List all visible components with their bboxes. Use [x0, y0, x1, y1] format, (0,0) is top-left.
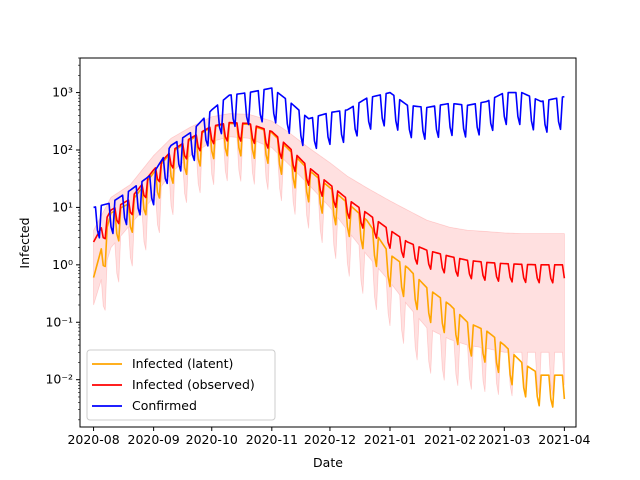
x-tick-label: 2020-09	[128, 432, 180, 447]
x-tick-label: 2021-03	[478, 432, 530, 447]
x-tick-label: 2021-04	[538, 432, 590, 447]
x-tick-label: 2020-10	[186, 432, 238, 447]
confirmed-line	[93, 87, 565, 239]
x-tick-label: 2021-02	[424, 432, 476, 447]
y-tick-label: 10⁻¹	[45, 314, 73, 329]
x-tick-label: 2021-01	[364, 432, 416, 447]
y-axis-label: Infected	[17, 217, 32, 268]
y-tick-label: 10³	[52, 85, 73, 100]
x-tick-label: 2020-11	[246, 432, 298, 447]
y-tick-label: 10²	[52, 142, 73, 157]
observed-line	[92, 121, 566, 284]
legend: Infected (latent) Infected (observed) Co…	[86, 349, 276, 421]
legend-label-confirmed: Confirmed	[132, 398, 197, 413]
legend-label-observed: Infected (observed)	[132, 377, 255, 392]
y-axis: 10⁻² 10⁻¹ 10⁰ 10¹ 10² 10³	[45, 57, 80, 421]
x-tick-label: 2020-08	[67, 432, 119, 447]
x-tick-label: 2020-12	[304, 432, 356, 447]
band-layer	[93, 113, 565, 397]
y-tick-label: 10⁻²	[45, 372, 73, 387]
observed-credible-band	[93, 113, 565, 397]
legend-label-latent: Infected (latent)	[132, 356, 233, 371]
y-tick-label: 10¹	[52, 199, 73, 214]
latent-line	[92, 122, 566, 408]
x-axis-label: Date	[313, 455, 343, 470]
y-tick-label: 10⁰	[52, 257, 73, 272]
x-axis: 2020-08 2020-09 2020-10 2020-11 2020-12 2021-…	[67, 427, 591, 447]
series-layer	[92, 87, 566, 408]
plot-frame	[79, 57, 577, 428]
legend-box	[86, 349, 276, 421]
